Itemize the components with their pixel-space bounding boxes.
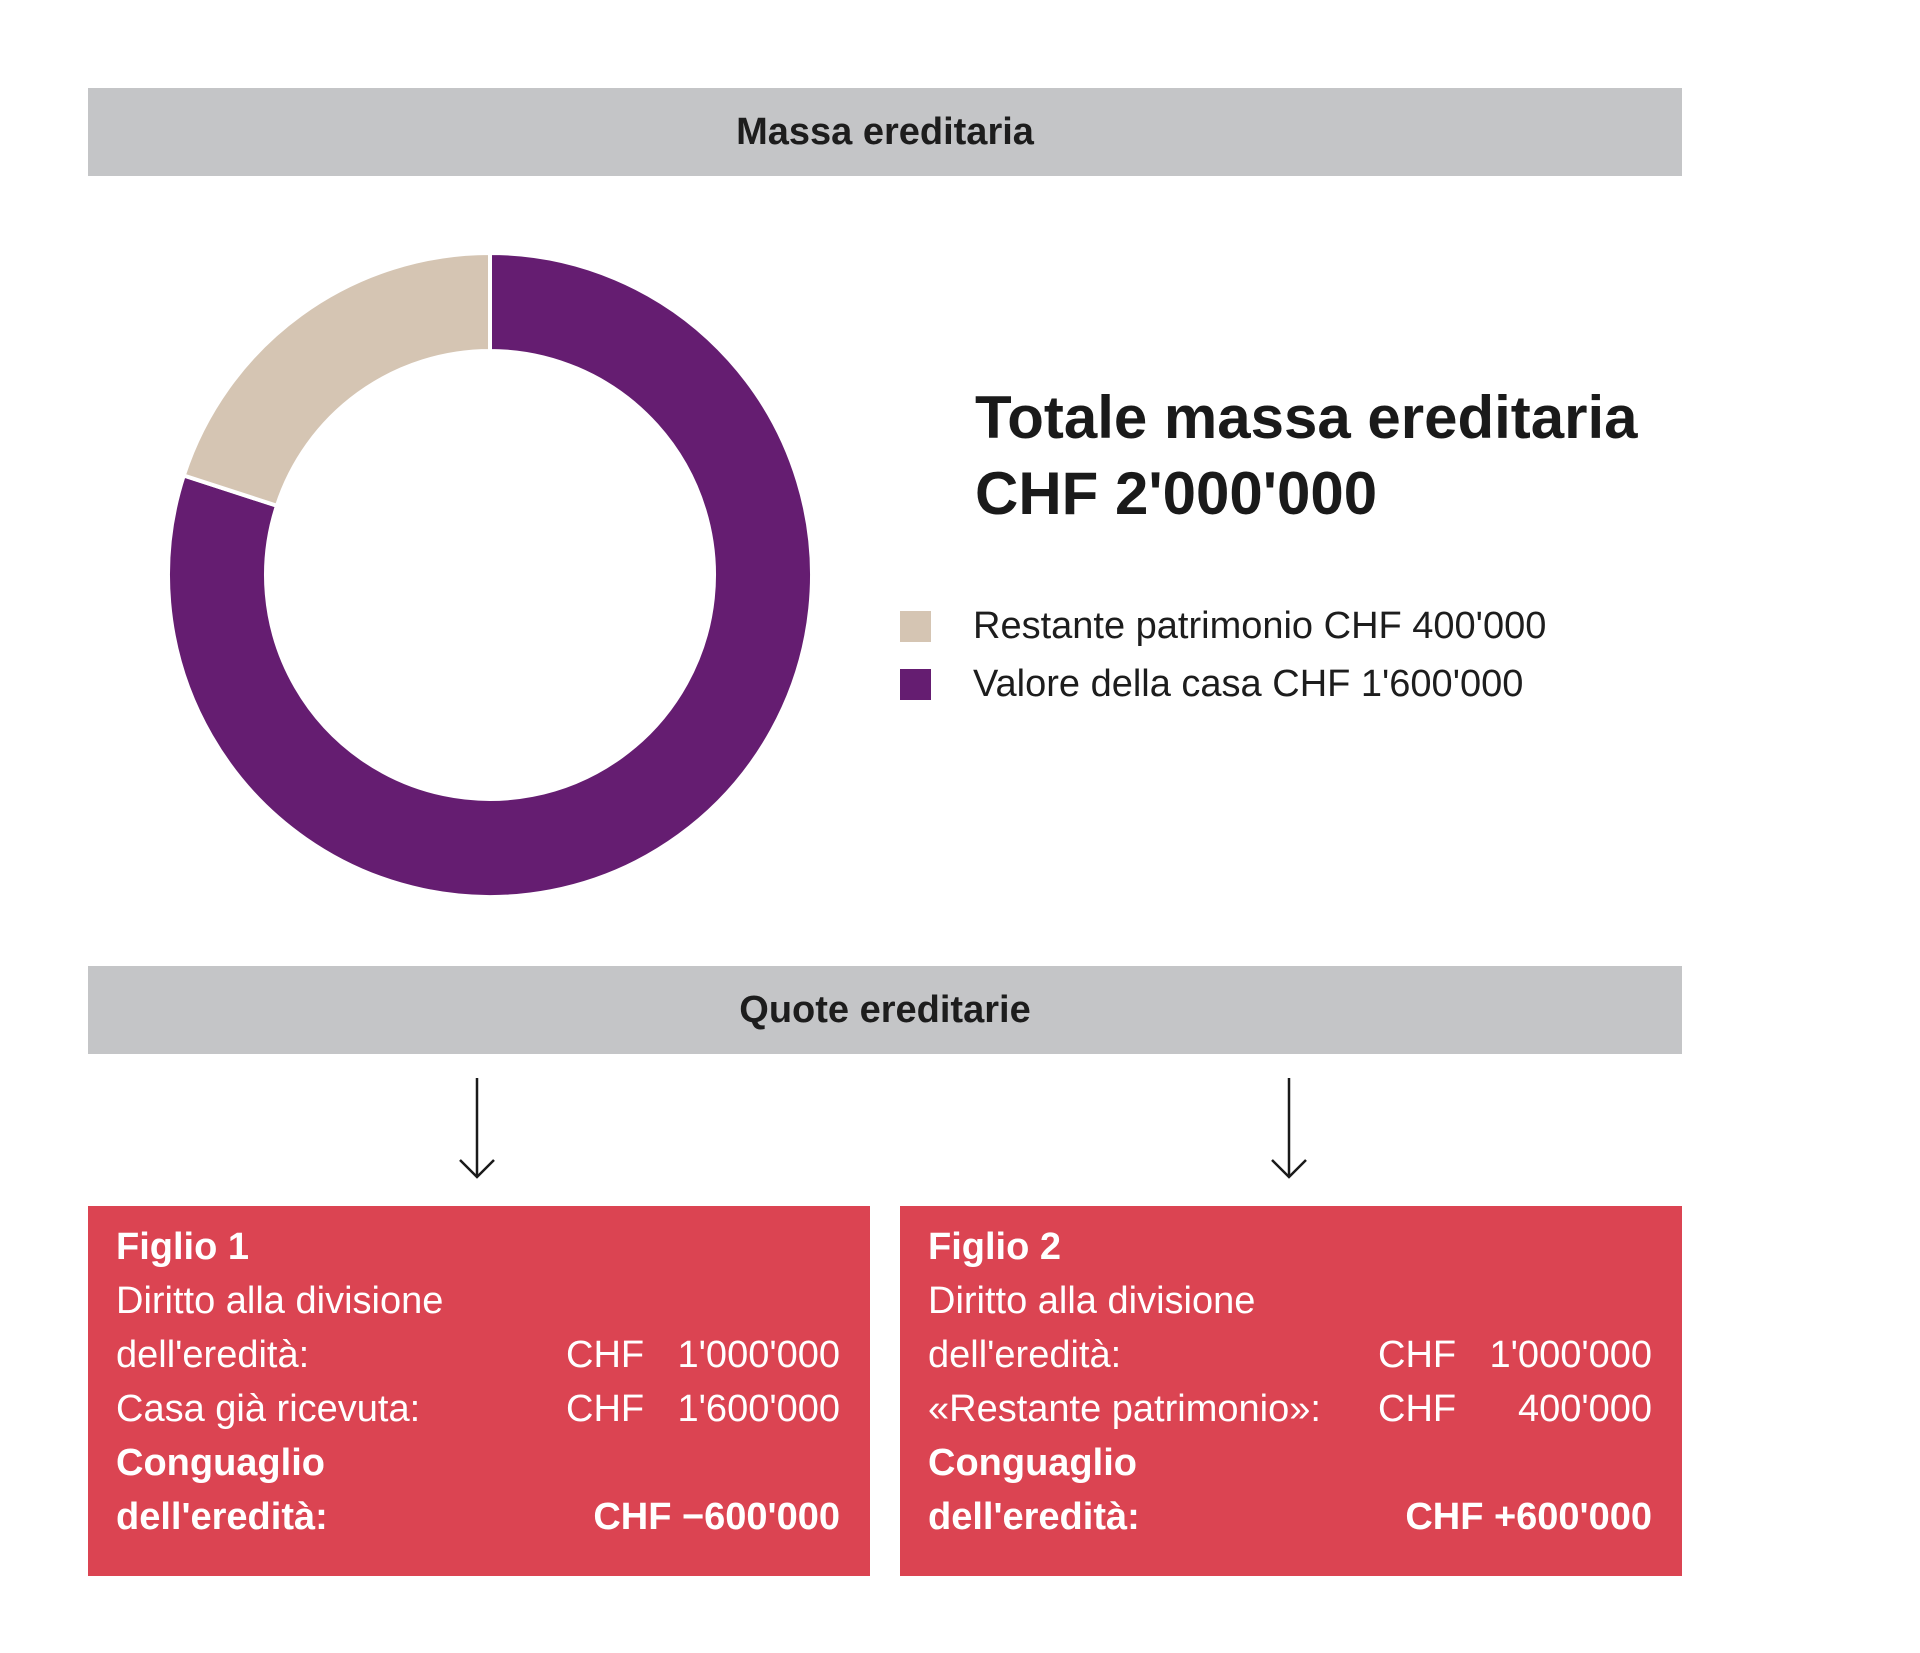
card-line3-currency: CHF: [1378, 1388, 1457, 1430]
legend-item-casa: Valore della casa CHF 1'600'000: [900, 662, 1524, 705]
card-line1: Diritto alla divisione: [928, 1280, 1256, 1322]
donut-slice-0: [166, 250, 814, 899]
donut-slice-1: [181, 250, 492, 509]
total-value: CHF 2'000'000: [975, 460, 1378, 527]
legend-label-casa: Valore della casa CHF 1'600'000: [973, 662, 1524, 705]
card-line2-currency: CHF: [1378, 1334, 1457, 1376]
estate-header: Massa ereditaria: [88, 88, 1682, 176]
legend-label-restante: Restante patrimonio CHF 400'000: [973, 604, 1547, 647]
heir-card-1: Figlio 1 Diritto alla divisione dell'ere…: [88, 1206, 870, 1576]
total-title: Totale massa ereditaria: [975, 384, 1638, 451]
card-line3-currency: CHF: [566, 1388, 645, 1430]
card-title: Figlio 2: [928, 1226, 1061, 1268]
card-line2-currency: CHF: [566, 1334, 645, 1376]
card-line1: Diritto alla divisione: [116, 1280, 444, 1322]
card-total-label1: Conguaglio: [928, 1442, 1137, 1484]
arrow-down-icon: [1271, 1078, 1307, 1179]
card-total-label1: Conguaglio: [116, 1442, 325, 1484]
legend-swatch-restante: [900, 610, 931, 642]
card-line3-amount: 1'600'000: [677, 1388, 840, 1430]
legend-swatch-casa: [900, 668, 931, 700]
card-line2-label: dell'eredità:: [928, 1334, 1122, 1376]
card-title: Figlio 1: [116, 1226, 249, 1268]
estate-donut-chart: [166, 250, 814, 899]
card-line2-amount: 1'000'000: [677, 1334, 840, 1376]
heir-card-2: Figlio 2 Diritto alla divisione dell'ere…: [900, 1206, 1682, 1576]
arrow-down-icon: [459, 1078, 495, 1179]
legend-item-restante: Restante patrimonio CHF 400'000: [900, 604, 1547, 647]
card-line2-amount: 1'000'000: [1489, 1334, 1652, 1376]
card-line3-label: Casa già ricevuta:: [116, 1388, 421, 1430]
card-line3-label: «Restante patrimonio»:: [928, 1388, 1321, 1430]
card-total-amount: CHF −600'000: [593, 1496, 840, 1538]
card-total-label2: dell'eredità:: [116, 1496, 328, 1538]
shares-header: Quote ereditarie: [88, 966, 1682, 1054]
shares-header-label: Quote ereditarie: [739, 988, 1031, 1031]
card-total-amount: CHF +600'000: [1405, 1496, 1652, 1538]
card-total-label2: dell'eredità:: [928, 1496, 1140, 1538]
card-line3-amount: 400'000: [1517, 1388, 1652, 1430]
estate-header-label: Massa ereditaria: [736, 110, 1034, 153]
card-line2-label: dell'eredità:: [116, 1334, 310, 1376]
